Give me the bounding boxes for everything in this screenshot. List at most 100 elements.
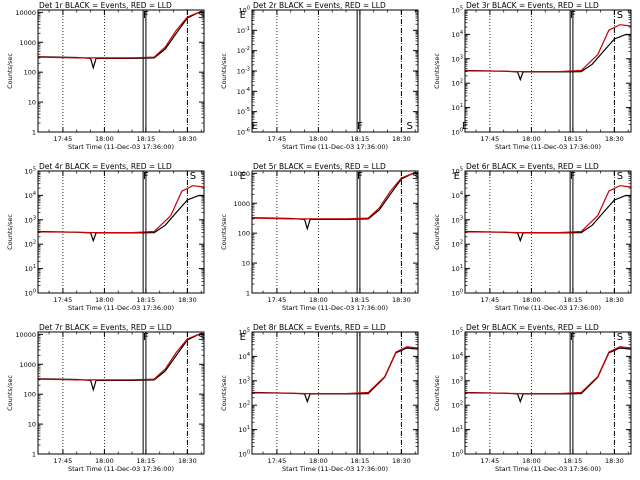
y-tick-label: 104 <box>239 352 250 361</box>
x-tick-label: 17:45 <box>481 135 500 143</box>
x-tick-label: 18:00 <box>95 135 114 143</box>
y-axis-label: Counts/sec <box>220 375 228 411</box>
x-tick-label: 17:45 <box>268 296 287 304</box>
x-tick-label: 18:15 <box>564 457 583 465</box>
panel-det-3r: FSE10010110210310410517:4518:0018:1518:3… <box>433 1 632 151</box>
plot-frame <box>37 170 205 294</box>
x-tick-label: 18:30 <box>178 457 197 465</box>
y-tick-label: 103 <box>452 215 463 224</box>
x-tick-label: 18:00 <box>522 296 541 304</box>
lld-series-line <box>465 24 631 73</box>
x-axis-label: Start Time (11-Dec-03 17:36:00) <box>68 465 174 473</box>
panel-det-4r: F S E 100 101 102 103 104 105 17:45 18:00 18:15 18:3… <box>6 162 246 312</box>
y-tick-label: 10-1 <box>237 26 250 35</box>
y-axis-label: Counts/sec <box>6 214 14 250</box>
y-tick-label: 1000 <box>19 39 36 47</box>
region-label-F: F <box>143 10 149 21</box>
x-tick-label: 18:15 <box>137 135 156 143</box>
events-series-line <box>38 333 204 392</box>
y-axis-label: Counts/sec <box>6 53 14 89</box>
y-tick-label: 104 <box>452 191 463 200</box>
y-tick-label: 103 <box>452 376 463 385</box>
lld-series-line <box>252 346 418 395</box>
panel-data-area <box>465 171 631 293</box>
y-tick-label: 101 <box>452 103 463 112</box>
x-tick-label: 18:15 <box>564 296 583 304</box>
y-tick-label: 1 <box>246 290 250 298</box>
events-series-line <box>252 347 418 404</box>
y-tick-label: 10000 <box>229 170 250 178</box>
x-tick-label: 18:15 <box>351 457 370 465</box>
panel-title: Det 9r BLACK = Events, RED = LLD <box>466 323 599 332</box>
x-tick-label: 18:15 <box>351 135 370 143</box>
y-tick-label: 101 <box>452 425 463 434</box>
x-tick-label: 18:00 <box>522 135 541 143</box>
x-tick-label: 18:15 <box>564 135 583 143</box>
y-tick-label: 102 <box>452 240 463 249</box>
x-tick-label: 18:15 <box>351 296 370 304</box>
y-axis-label: Counts/sec <box>220 214 228 250</box>
events-series-line <box>38 11 204 70</box>
x-axis-label: Start Time (11-Dec-03 17:36:00) <box>282 304 388 312</box>
region-label-E: E <box>252 121 258 132</box>
plot-frame <box>37 331 205 455</box>
y-tick-label: 100 <box>24 69 36 77</box>
events-series-line <box>465 33 631 82</box>
y-axis-label: Counts/sec <box>433 214 441 250</box>
x-tick-label: 18:00 <box>522 457 541 465</box>
y-tick-label: 1000 <box>233 200 250 208</box>
region-label-F: F <box>143 171 149 182</box>
y-tick-label: 103 <box>452 54 463 63</box>
panel-data-area <box>38 171 204 293</box>
panel-title: Det 3r BLACK = Events, RED = LLD <box>466 1 599 10</box>
y-tick-label: 103 <box>239 376 250 385</box>
x-axis-label: Start Time (11-Dec-03 17:36:00) <box>495 465 601 473</box>
x-axis-label: Start Time (11-Dec-03 17:36:00) <box>68 304 174 312</box>
y-tick-label: 10000 <box>15 9 36 17</box>
region-label-F: F <box>357 121 363 132</box>
panel-data-area <box>38 332 204 454</box>
lld-series-line <box>252 172 418 220</box>
panel-det-8r: 100 101 102 103 104 105 17:45 18:00 18:15 18:30 De… <box>220 323 419 473</box>
x-tick-label: 17:45 <box>54 457 73 465</box>
y-tick-label: 1000 <box>19 361 36 369</box>
y-tick-label: 101 <box>452 264 463 273</box>
x-tick-label: 17:45 <box>54 135 73 143</box>
x-tick-label: 18:00 <box>309 296 328 304</box>
region-label-E: E <box>454 171 460 182</box>
region-label-S: S <box>198 10 204 21</box>
y-tick-label: 1 <box>32 129 36 137</box>
region-label-S: S <box>412 171 418 182</box>
lld-series-line <box>38 11 204 59</box>
y-tick-label: 10 <box>242 260 250 268</box>
y-tick-label: 100 <box>452 450 463 459</box>
y-tick-label: 101 <box>25 264 36 273</box>
x-axis-label: Start Time (11-Dec-03 17:36:00) <box>495 143 601 151</box>
x-tick-label: 18:30 <box>392 457 411 465</box>
panel-data-area <box>252 171 418 293</box>
lld-series-line <box>38 333 204 381</box>
region-label-E: E <box>240 171 246 182</box>
x-tick-label: 18:30 <box>178 296 197 304</box>
panel-data-area <box>276 10 402 132</box>
plot-frame <box>251 170 419 294</box>
y-axis-label: Counts/sec <box>433 375 441 411</box>
region-label-S: S <box>617 10 623 21</box>
events-series-line <box>252 172 418 231</box>
x-tick-label: 18:30 <box>178 135 197 143</box>
y-tick-label: 103 <box>25 215 36 224</box>
plot-frame <box>464 331 632 455</box>
region-label-F: F <box>143 332 149 343</box>
panel-data-area <box>38 10 204 132</box>
y-tick-label: 102 <box>25 240 36 249</box>
y-axis-label: Counts/sec <box>6 375 14 411</box>
panel-title: Det 2r BLACK = Events, RED = LLD <box>253 1 386 10</box>
y-tick-label: 105 <box>25 167 36 176</box>
panel-data-area <box>252 332 418 454</box>
y-tick-label: 104 <box>452 352 463 361</box>
y-tick-label: 100 <box>239 6 250 15</box>
y-tick-label: 100 <box>238 230 250 238</box>
y-tick-label: 100 <box>24 391 36 399</box>
